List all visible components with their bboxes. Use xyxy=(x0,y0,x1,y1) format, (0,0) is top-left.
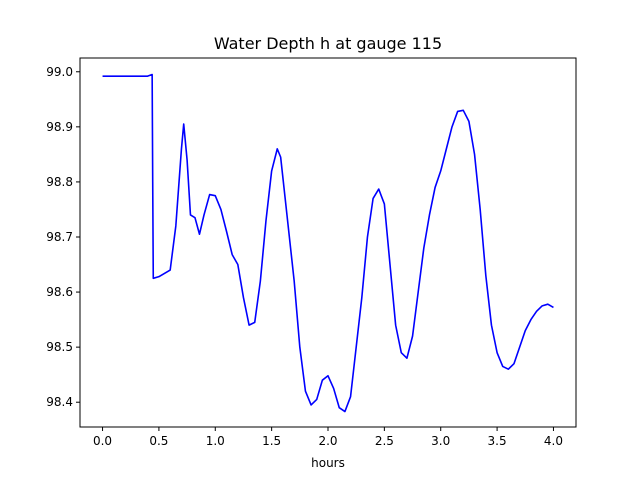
y-tick-label: 98.6 xyxy=(46,285,73,299)
x-tick-label: 0.5 xyxy=(149,434,168,448)
y-tick-label: 98.7 xyxy=(46,230,73,244)
x-tick-label: 3.5 xyxy=(488,434,507,448)
y-tick-label: 98.5 xyxy=(46,340,73,354)
y-tick-label: 98.8 xyxy=(46,175,73,189)
x-tick-label: 2.0 xyxy=(318,434,337,448)
x-tick-label: 0.0 xyxy=(93,434,112,448)
x-tick-label: 2.5 xyxy=(375,434,394,448)
x-tick-label: 4.0 xyxy=(544,434,563,448)
chart-title: Water Depth h at gauge 115 xyxy=(214,34,442,53)
series-line-0 xyxy=(102,73,554,413)
x-tick-label: 1.5 xyxy=(262,434,281,448)
y-tick-label: 98.9 xyxy=(46,120,73,134)
plot-area: 0.0 0.5 1.0 1.5 2.0 2.5 3.0 3.5 4.0 98.4 98.5 98.6 9… xyxy=(46,57,577,448)
x-tick-label: 1.0 xyxy=(206,434,225,448)
x-tick-label: 3.0 xyxy=(431,434,450,448)
y-tick-label: 99.0 xyxy=(46,65,73,79)
y-tick-label: 98.4 xyxy=(46,395,73,409)
x-axis-label: hours xyxy=(311,456,345,470)
